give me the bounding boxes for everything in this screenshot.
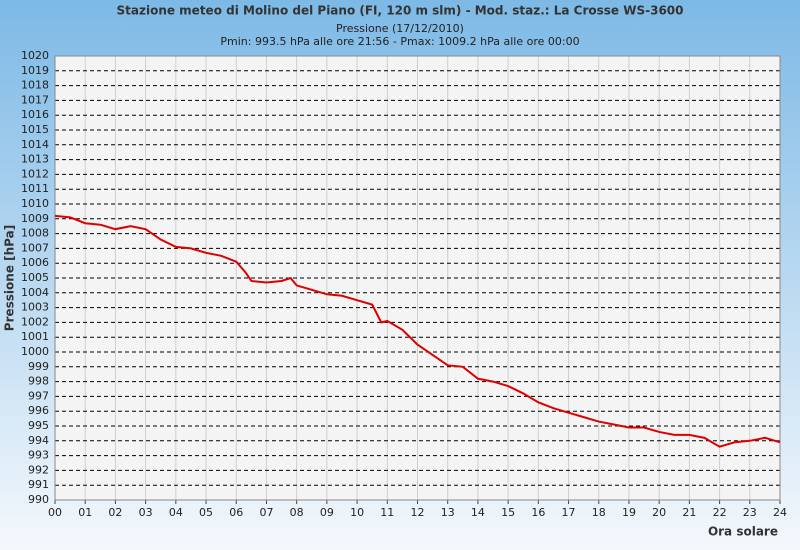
x-tick-label: 22 <box>713 506 727 519</box>
x-tick-label: 00 <box>48 506 62 519</box>
y-tick-label: 994 <box>28 434 49 447</box>
x-tick-label: 24 <box>773 506 787 519</box>
y-axis-label: Pressione [hPa] <box>3 225 17 331</box>
y-tick-label: 1018 <box>21 79 49 92</box>
x-tick-label: 20 <box>652 506 666 519</box>
x-axis-label: Ora solare <box>708 525 778 539</box>
y-tick-label: 991 <box>28 478 49 491</box>
y-tick-label: 997 <box>28 389 49 402</box>
x-tick-label: 12 <box>411 506 425 519</box>
y-tick-label: 1007 <box>21 241 49 254</box>
y-tick-label: 1011 <box>21 182 49 195</box>
x-tick-label: 23 <box>743 506 757 519</box>
x-tick-label: 01 <box>78 506 92 519</box>
y-tick-label: 1001 <box>21 330 49 343</box>
y-tick-label: 1009 <box>21 212 49 225</box>
x-tick-label: 04 <box>169 506 183 519</box>
y-tick-label: 1020 <box>21 49 49 62</box>
x-tick-label: 17 <box>562 506 576 519</box>
y-tick-label: 1002 <box>21 315 49 328</box>
data-line <box>54 214 781 448</box>
y-tick-label: 1010 <box>21 197 49 210</box>
y-tick-label: 999 <box>28 360 49 373</box>
y-tick-label: 1000 <box>21 345 49 358</box>
x-tick-label: 16 <box>531 506 545 519</box>
subtitle: Pressione (17/12/2010) <box>336 22 464 35</box>
y-tick-label: 1004 <box>21 286 49 299</box>
x-tick-label: 19 <box>622 506 636 519</box>
y-tick-label: 995 <box>28 419 49 432</box>
x-tick-label: 18 <box>592 506 606 519</box>
y-tick-label: 1014 <box>21 138 49 151</box>
x-tick-label: 06 <box>229 506 243 519</box>
y-tick-label: 1005 <box>21 271 49 284</box>
x-tick-label: 09 <box>320 506 334 519</box>
y-tick-label: 1013 <box>21 153 49 166</box>
y-tick-label: 1015 <box>21 123 49 136</box>
y-tick-label: 1012 <box>21 167 49 180</box>
y-tick-label: 1016 <box>21 108 49 121</box>
x-tick-label: 14 <box>471 506 485 519</box>
x-tick-label: 02 <box>108 506 122 519</box>
y-tick-label: 1008 <box>21 227 49 240</box>
y-tick-label: 1003 <box>21 301 49 314</box>
x-tick-label: 03 <box>139 506 153 519</box>
x-tick-label: 13 <box>441 506 455 519</box>
y-tick-label: 998 <box>28 375 49 388</box>
chart-title: Stazione meteo di Molino del Piano (FI, … <box>117 4 684 18</box>
annotation: Pmin: 993.5 hPa alle ore 21:56 - Pmax: 1… <box>220 35 579 48</box>
x-tick-label: 21 <box>682 506 696 519</box>
y-tick-label: 993 <box>28 449 49 462</box>
y-tick-label: 1006 <box>21 256 49 269</box>
y-tick-label: 1017 <box>21 93 49 106</box>
x-tick-label: 11 <box>380 506 394 519</box>
x-tick-label: 07 <box>259 506 273 519</box>
x-tick-label: 05 <box>199 506 213 519</box>
y-tick-label: 996 <box>28 404 49 417</box>
x-tick-label: 08 <box>290 506 304 519</box>
x-tick-label: 15 <box>501 506 515 519</box>
y-tick-label: 990 <box>28 493 49 506</box>
y-tick-label: 1019 <box>21 64 49 77</box>
plot-frame <box>54 55 781 501</box>
x-tick-label: 10 <box>350 506 364 519</box>
y-tick-label: 992 <box>28 463 49 476</box>
